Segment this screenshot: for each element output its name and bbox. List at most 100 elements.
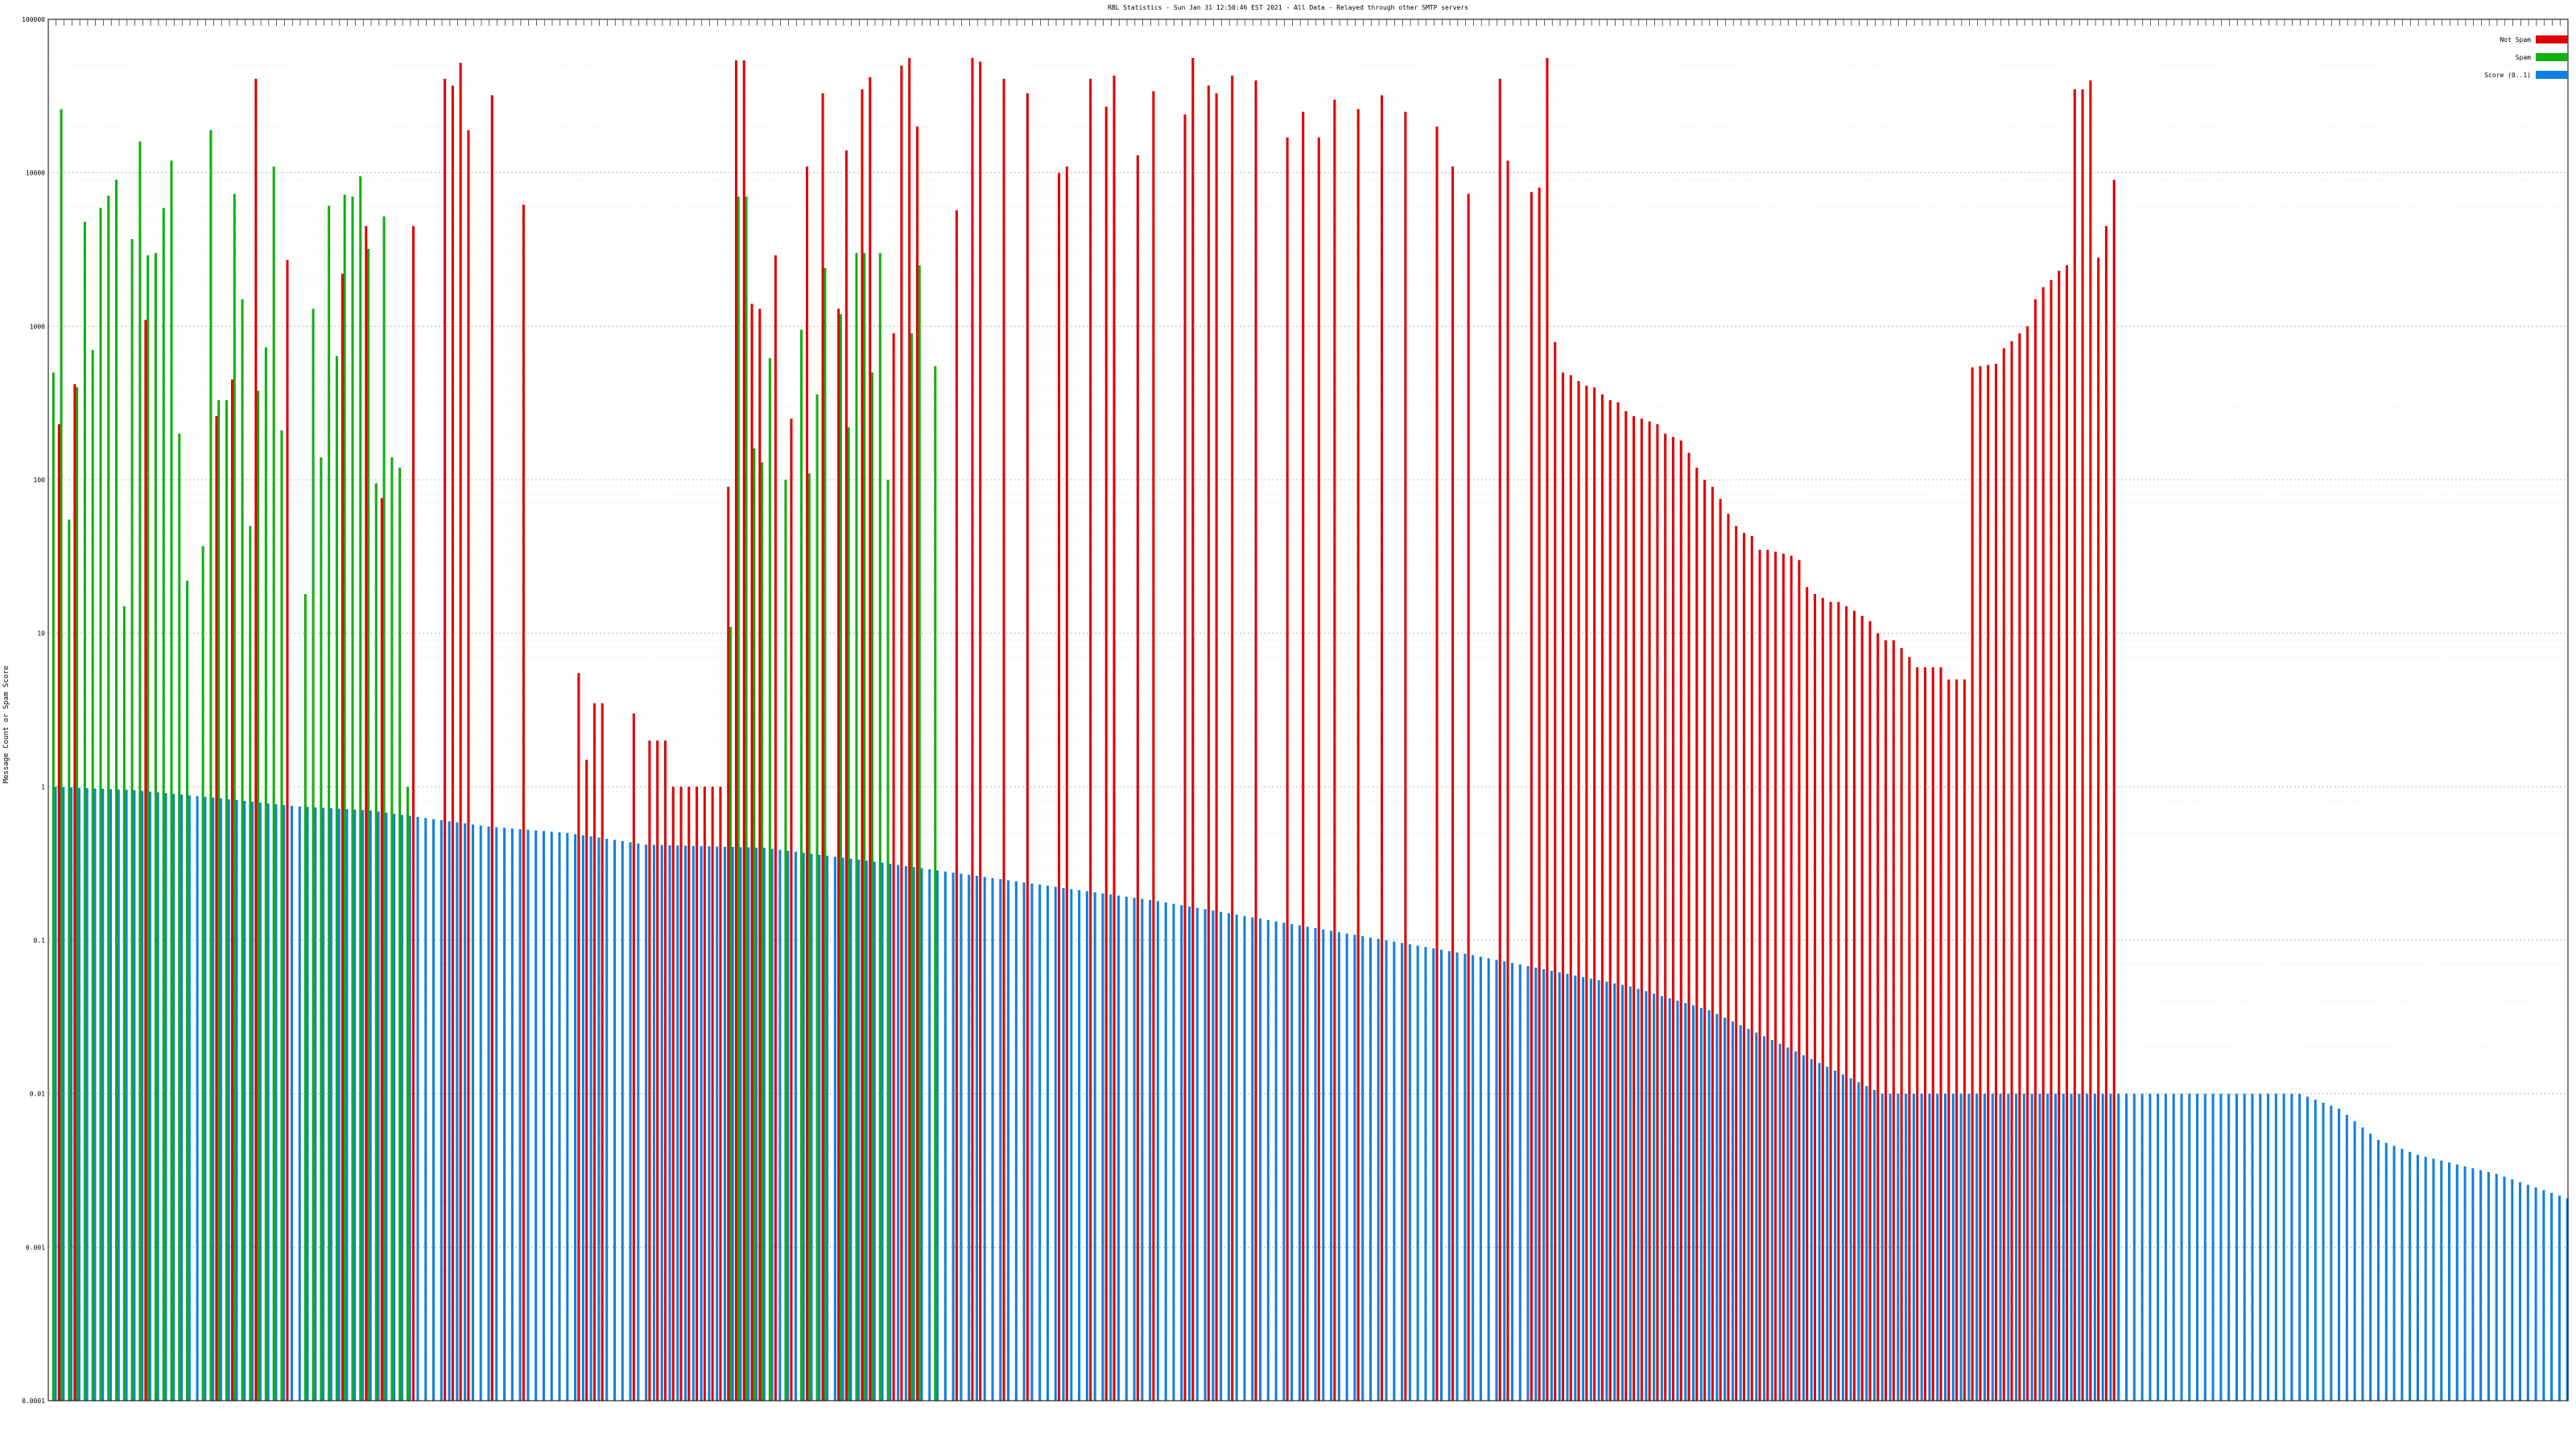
bar-score	[148, 791, 151, 1401]
bar-not-spam	[230, 379, 234, 1402]
y-tick-label: 100	[34, 477, 46, 484]
bar-not-spam	[915, 126, 919, 1402]
bar-not-spam	[1711, 486, 1714, 1402]
bar-not-spam	[679, 786, 683, 1401]
bar-not-spam	[467, 130, 470, 1402]
bar-not-spam	[601, 703, 604, 1401]
bar-score	[2046, 1093, 2050, 1401]
bar-score	[731, 847, 734, 1401]
bar-spam	[855, 253, 858, 1402]
bar-score	[605, 838, 609, 1401]
bar-spam	[799, 329, 803, 1401]
bar-not-spam	[1695, 467, 1699, 1401]
axes-group	[47, 19, 2569, 1402]
bar-score	[1085, 891, 1088, 1401]
bar-score	[416, 816, 419, 1401]
bar-spam	[737, 196, 740, 1402]
bar-score	[1101, 893, 1104, 1401]
bar-score	[2550, 1192, 2553, 1401]
bar-score	[1534, 968, 1538, 1401]
bar-not-spam	[1554, 341, 1557, 1402]
bar-score	[1220, 911, 1223, 1401]
bar-not-spam	[1916, 667, 1919, 1401]
bar-score	[999, 879, 1002, 1401]
bar-not-spam	[656, 740, 659, 1401]
bar-score	[361, 810, 365, 1401]
bar-score	[188, 795, 191, 1401]
bar-not-spam	[1774, 551, 1777, 1402]
bar-score	[2503, 1176, 2506, 1401]
bar-score	[1653, 993, 1656, 1401]
bar-score	[2235, 1093, 2238, 1401]
bar-not-spam	[742, 60, 745, 1402]
bar-score	[2078, 1093, 2081, 1401]
bar-score	[1172, 903, 1175, 1401]
y-tick-label: 10	[37, 630, 45, 638]
bar-score	[1054, 886, 1057, 1401]
bar-score	[652, 844, 655, 1401]
bar-score	[1432, 948, 1435, 1401]
bar-not-spam	[1451, 166, 1455, 1402]
bar-score	[2274, 1093, 2277, 1401]
bar-not-spam	[1963, 679, 1966, 1401]
bar-not-spam	[837, 308, 840, 1401]
bar-not-spam	[1852, 610, 1856, 1401]
bar-score	[1912, 1093, 1915, 1401]
bar-not-spam	[1136, 155, 1139, 1402]
bar-score	[322, 807, 325, 1401]
bar-score	[235, 799, 238, 1401]
bar-spam	[745, 196, 748, 1402]
bar-not-spam	[1735, 526, 1738, 1401]
bar-score	[1046, 886, 1049, 1401]
bar-score	[739, 847, 742, 1401]
bar-score	[1676, 1001, 1679, 1401]
bar-not-spam	[1530, 192, 1533, 1402]
bar-score	[2384, 1142, 2388, 1401]
bar-score	[1660, 996, 1663, 1401]
bar-score	[762, 848, 766, 1401]
bar-score	[1078, 890, 1081, 1401]
bar-score	[1306, 927, 1309, 1401]
bar-spam	[768, 357, 771, 1401]
bar-score	[1620, 985, 1624, 1401]
bar-not-spam	[2058, 270, 2061, 1401]
bar-spam	[351, 196, 354, 1402]
bar-score	[1936, 1093, 1939, 1401]
bar-score	[2455, 1164, 2458, 1401]
bar-score	[1345, 933, 1348, 1401]
bar-score	[1991, 1093, 1994, 1401]
bar-score	[960, 873, 963, 1401]
bar-score	[2180, 1093, 2183, 1401]
bar-score	[2030, 1093, 2033, 1401]
bar-score	[1684, 1003, 1687, 1401]
bar-spam	[91, 349, 94, 1402]
chart-title: RBL Statistics - Sun Jan 31 12:50:46 EST…	[1108, 4, 1468, 11]
bar-score	[440, 819, 443, 1401]
bar-score	[1582, 976, 1585, 1401]
y-tick-label: 0.001	[26, 1244, 45, 1251]
bar-spam	[233, 193, 236, 1401]
bar-score	[212, 797, 215, 1401]
bar-score	[936, 870, 939, 1401]
bar-score	[1401, 943, 1404, 1401]
bar-not-spam	[758, 308, 762, 1401]
bar-not-spam	[734, 60, 738, 1402]
bar-not-spam	[1152, 91, 1155, 1402]
bar-not-spam	[671, 786, 675, 1401]
bar-not-spam	[1026, 93, 1029, 1401]
bar-score	[464, 823, 467, 1401]
bar-spam	[406, 786, 409, 1401]
bar-score	[283, 805, 286, 1401]
bar-not-spam	[1231, 75, 1234, 1401]
bar-score	[1337, 931, 1340, 1401]
bar-score	[1093, 892, 1096, 1401]
bar-score	[1613, 983, 1616, 1401]
bar-score	[1897, 1093, 1900, 1401]
bar-not-spam	[1821, 597, 1824, 1401]
bar-score	[1770, 1040, 1773, 1401]
bar-score	[1518, 964, 1521, 1401]
bar-score	[1361, 935, 1364, 1401]
bar-spam	[367, 249, 370, 1401]
bar-not-spam	[1467, 193, 1470, 1401]
bar-score	[2306, 1096, 2309, 1401]
